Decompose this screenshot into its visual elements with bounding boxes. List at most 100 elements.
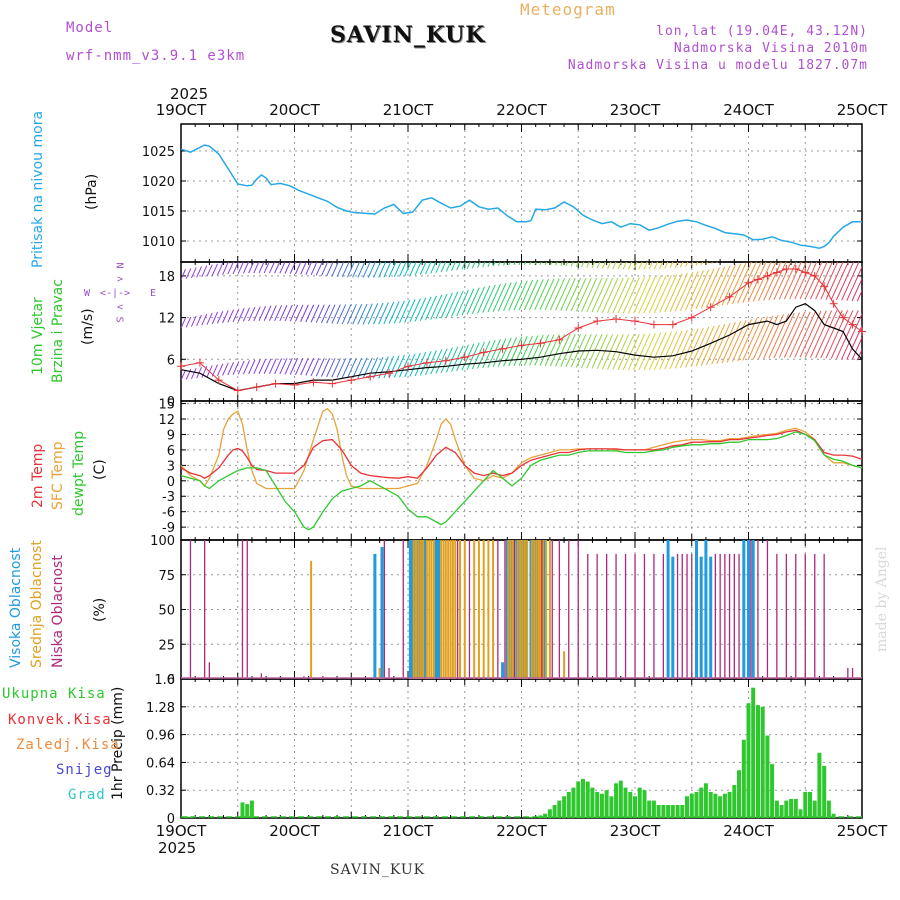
- wind-barb: [378, 262, 387, 278]
- wind-barb: [404, 353, 416, 378]
- wind-barb: [466, 287, 480, 315]
- wind-barb: [846, 265, 862, 301]
- wind-barb: [690, 326, 710, 368]
- cloud-bar-srednja: [433, 540, 435, 679]
- wind-barb: [799, 310, 822, 358]
- wind-barb: [181, 317, 186, 329]
- cloud-bar-niska: [823, 553, 825, 679]
- wind-barb: [757, 262, 777, 302]
- wind-barb: [653, 331, 672, 370]
- cloud-bar-visoka: [704, 540, 708, 679]
- pressure-ytick-label: 1020: [142, 175, 175, 190]
- cloud-bar-niska: [189, 540, 192, 679]
- precip-bar: [670, 805, 675, 818]
- wind-barb: [284, 262, 291, 274]
- wind-barb: [778, 312, 801, 358]
- cloud-bar-niska: [208, 662, 210, 679]
- wind-barb: [555, 334, 571, 367]
- wind-barb: [716, 321, 736, 364]
- wind-barb: [783, 311, 806, 358]
- precip-bar: [240, 802, 245, 818]
- wind-barb: [627, 262, 633, 270]
- wind-barb: [513, 262, 516, 266]
- precip-bar: [741, 739, 746, 818]
- wind-barb: [747, 316, 768, 361]
- cloud-bar-visoka: [695, 540, 698, 679]
- wind-barb: [721, 321, 742, 364]
- wind-barb: [773, 312, 795, 359]
- time-label-top: 19OCT: [156, 101, 207, 119]
- wind-barb: [258, 262, 265, 274]
- wind-barb: [627, 276, 646, 314]
- wind-barb: [242, 262, 250, 274]
- wind-barb: [352, 357, 363, 379]
- cloud-bar-srednja: [428, 540, 431, 679]
- precip-bar: [543, 813, 548, 818]
- cloud-bar-srednja: [430, 540, 433, 679]
- wind-barb: [435, 262, 442, 273]
- precip-bar: [746, 703, 751, 818]
- cloud-bar-srednja: [447, 540, 450, 679]
- precip-bar: [656, 805, 661, 818]
- precip-bar: [779, 805, 784, 818]
- wind-barb: [773, 262, 792, 300]
- wind-barb: [336, 304, 347, 324]
- cloud-bar-niska: [750, 540, 752, 679]
- wind-barb: [774, 212, 794, 257]
- wind-barb: [341, 358, 352, 378]
- wind-barb: [300, 357, 309, 376]
- time-label-bottom: 24OCT: [723, 822, 774, 840]
- cloud-bar-visoka: [751, 540, 755, 679]
- wind-barb: [695, 268, 715, 310]
- wind-barb: [841, 312, 862, 360]
- cloud-bar-niska: [719, 553, 721, 679]
- cloud-bar-srednja: [487, 540, 490, 679]
- cloud-bar-srednja: [507, 540, 510, 679]
- wind-barb: [440, 262, 447, 273]
- precip-bar: [557, 800, 562, 818]
- cloud-bar-niska: [568, 540, 570, 679]
- wind-barb: [518, 335, 534, 366]
- wind-barb: [737, 262, 757, 304]
- wind-ytick-label: 12: [158, 312, 175, 327]
- precip-bar: [552, 805, 557, 818]
- cloud-bar-srednja: [473, 540, 476, 679]
- cloud-bar-srednja: [509, 540, 512, 679]
- precip-bar: [699, 787, 704, 818]
- wind-barb: [206, 264, 213, 277]
- wind-barb: [679, 271, 699, 311]
- cloud-bar-niska: [541, 540, 543, 679]
- wind-barb: [388, 301, 400, 324]
- wind-barb: [638, 276, 656, 314]
- precip-bar: [826, 800, 831, 818]
- wind-barb: [742, 317, 763, 361]
- temperature-sfc-temp-line: [180, 407, 863, 490]
- wind-barb: [539, 334, 555, 366]
- compass-west: W: [84, 288, 91, 299]
- wind-barb: [842, 210, 864, 259]
- wind-barb: [508, 281, 523, 311]
- precipitation-ytick-label: 0.64: [146, 756, 175, 771]
- wind-barb: [430, 294, 443, 320]
- pressure-panel: 1010 1015 1020 1025: [142, 123, 863, 263]
- wind-barb: [326, 358, 336, 378]
- cloud-bar-srednja: [482, 540, 485, 679]
- precip-bar: [737, 770, 741, 818]
- cloud-bar-niska: [766, 540, 769, 679]
- wind-barb: [263, 305, 272, 321]
- precip-bar: [595, 791, 600, 818]
- cloud-bar-srednja: [378, 667, 381, 679]
- wind-barb: [482, 339, 496, 369]
- compass-line-top: >: [117, 274, 124, 285]
- wind-barb: [763, 262, 782, 301]
- wind-barb: [196, 266, 202, 278]
- cloud-bar-niska: [624, 553, 627, 679]
- temperature-ytick-label: -3: [162, 490, 175, 505]
- wind-barb: [627, 333, 646, 371]
- precip-bar: [685, 796, 689, 818]
- cloud-bar-niska: [814, 553, 816, 679]
- wind-barb: [757, 314, 779, 360]
- wind-barb: [477, 285, 491, 314]
- precip-bar: [722, 793, 727, 818]
- wind-barb: [789, 262, 807, 300]
